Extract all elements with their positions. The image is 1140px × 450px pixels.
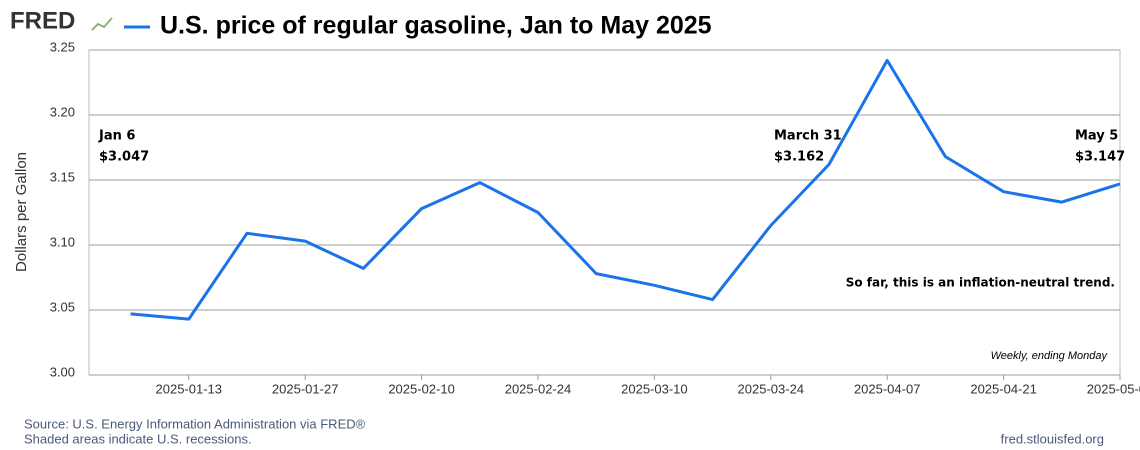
annotation: May 5 [1075,129,1118,144]
line [130,58,1121,321]
annotation: $3.162 [774,150,824,165]
x-tick-label: 2025-02-24 [505,381,572,396]
y-tick-label: 3.15 [50,169,75,184]
x-tick-label: 2025-03-24 [738,381,805,396]
x-tick-label: 2025-05-05 [1087,381,1140,396]
source: Source: U.S. Energy Information Administ… [24,416,366,431]
y-axis-label: Dollars per Gallon [13,152,30,272]
x-tick-label: 2025-02-10 [388,381,455,396]
y-tick-label: 3.10 [50,234,75,249]
x-tick-label: 2025-03-10 [621,381,688,396]
annotation: $3.047 [99,150,149,165]
y-tick-label: 3.05 [50,299,75,314]
annotation: $3.147 [1075,150,1125,165]
site: fred.stlouisfed.org [1001,431,1104,446]
annotation: March 31 [774,129,842,144]
recession-note: Shaded areas indicate U.S. recessions. [24,431,252,446]
x-tick-label: 2025-01-27 [272,381,339,396]
x-tick-label: 2025-01-13 [156,381,223,396]
annotation: Jan 6 [98,129,135,144]
y-tick-label: 3.20 [50,104,75,119]
note: So far, this is an inflation-neutral tre… [846,276,1115,290]
plot-area [88,49,1121,376]
y-tick-label: 3.00 [50,364,75,379]
x-tick-label: 2025-04-21 [970,381,1037,396]
logo: FRED [10,7,75,34]
logo-icon [91,17,113,31]
frequency-note: Weekly, ending Monday [991,350,1109,362]
chart-title: U.S. price of regular gasoline, Jan to M… [160,12,712,40]
y-tick-label: 3.25 [50,39,75,54]
x-tick-label: 2025-04-07 [854,381,921,396]
